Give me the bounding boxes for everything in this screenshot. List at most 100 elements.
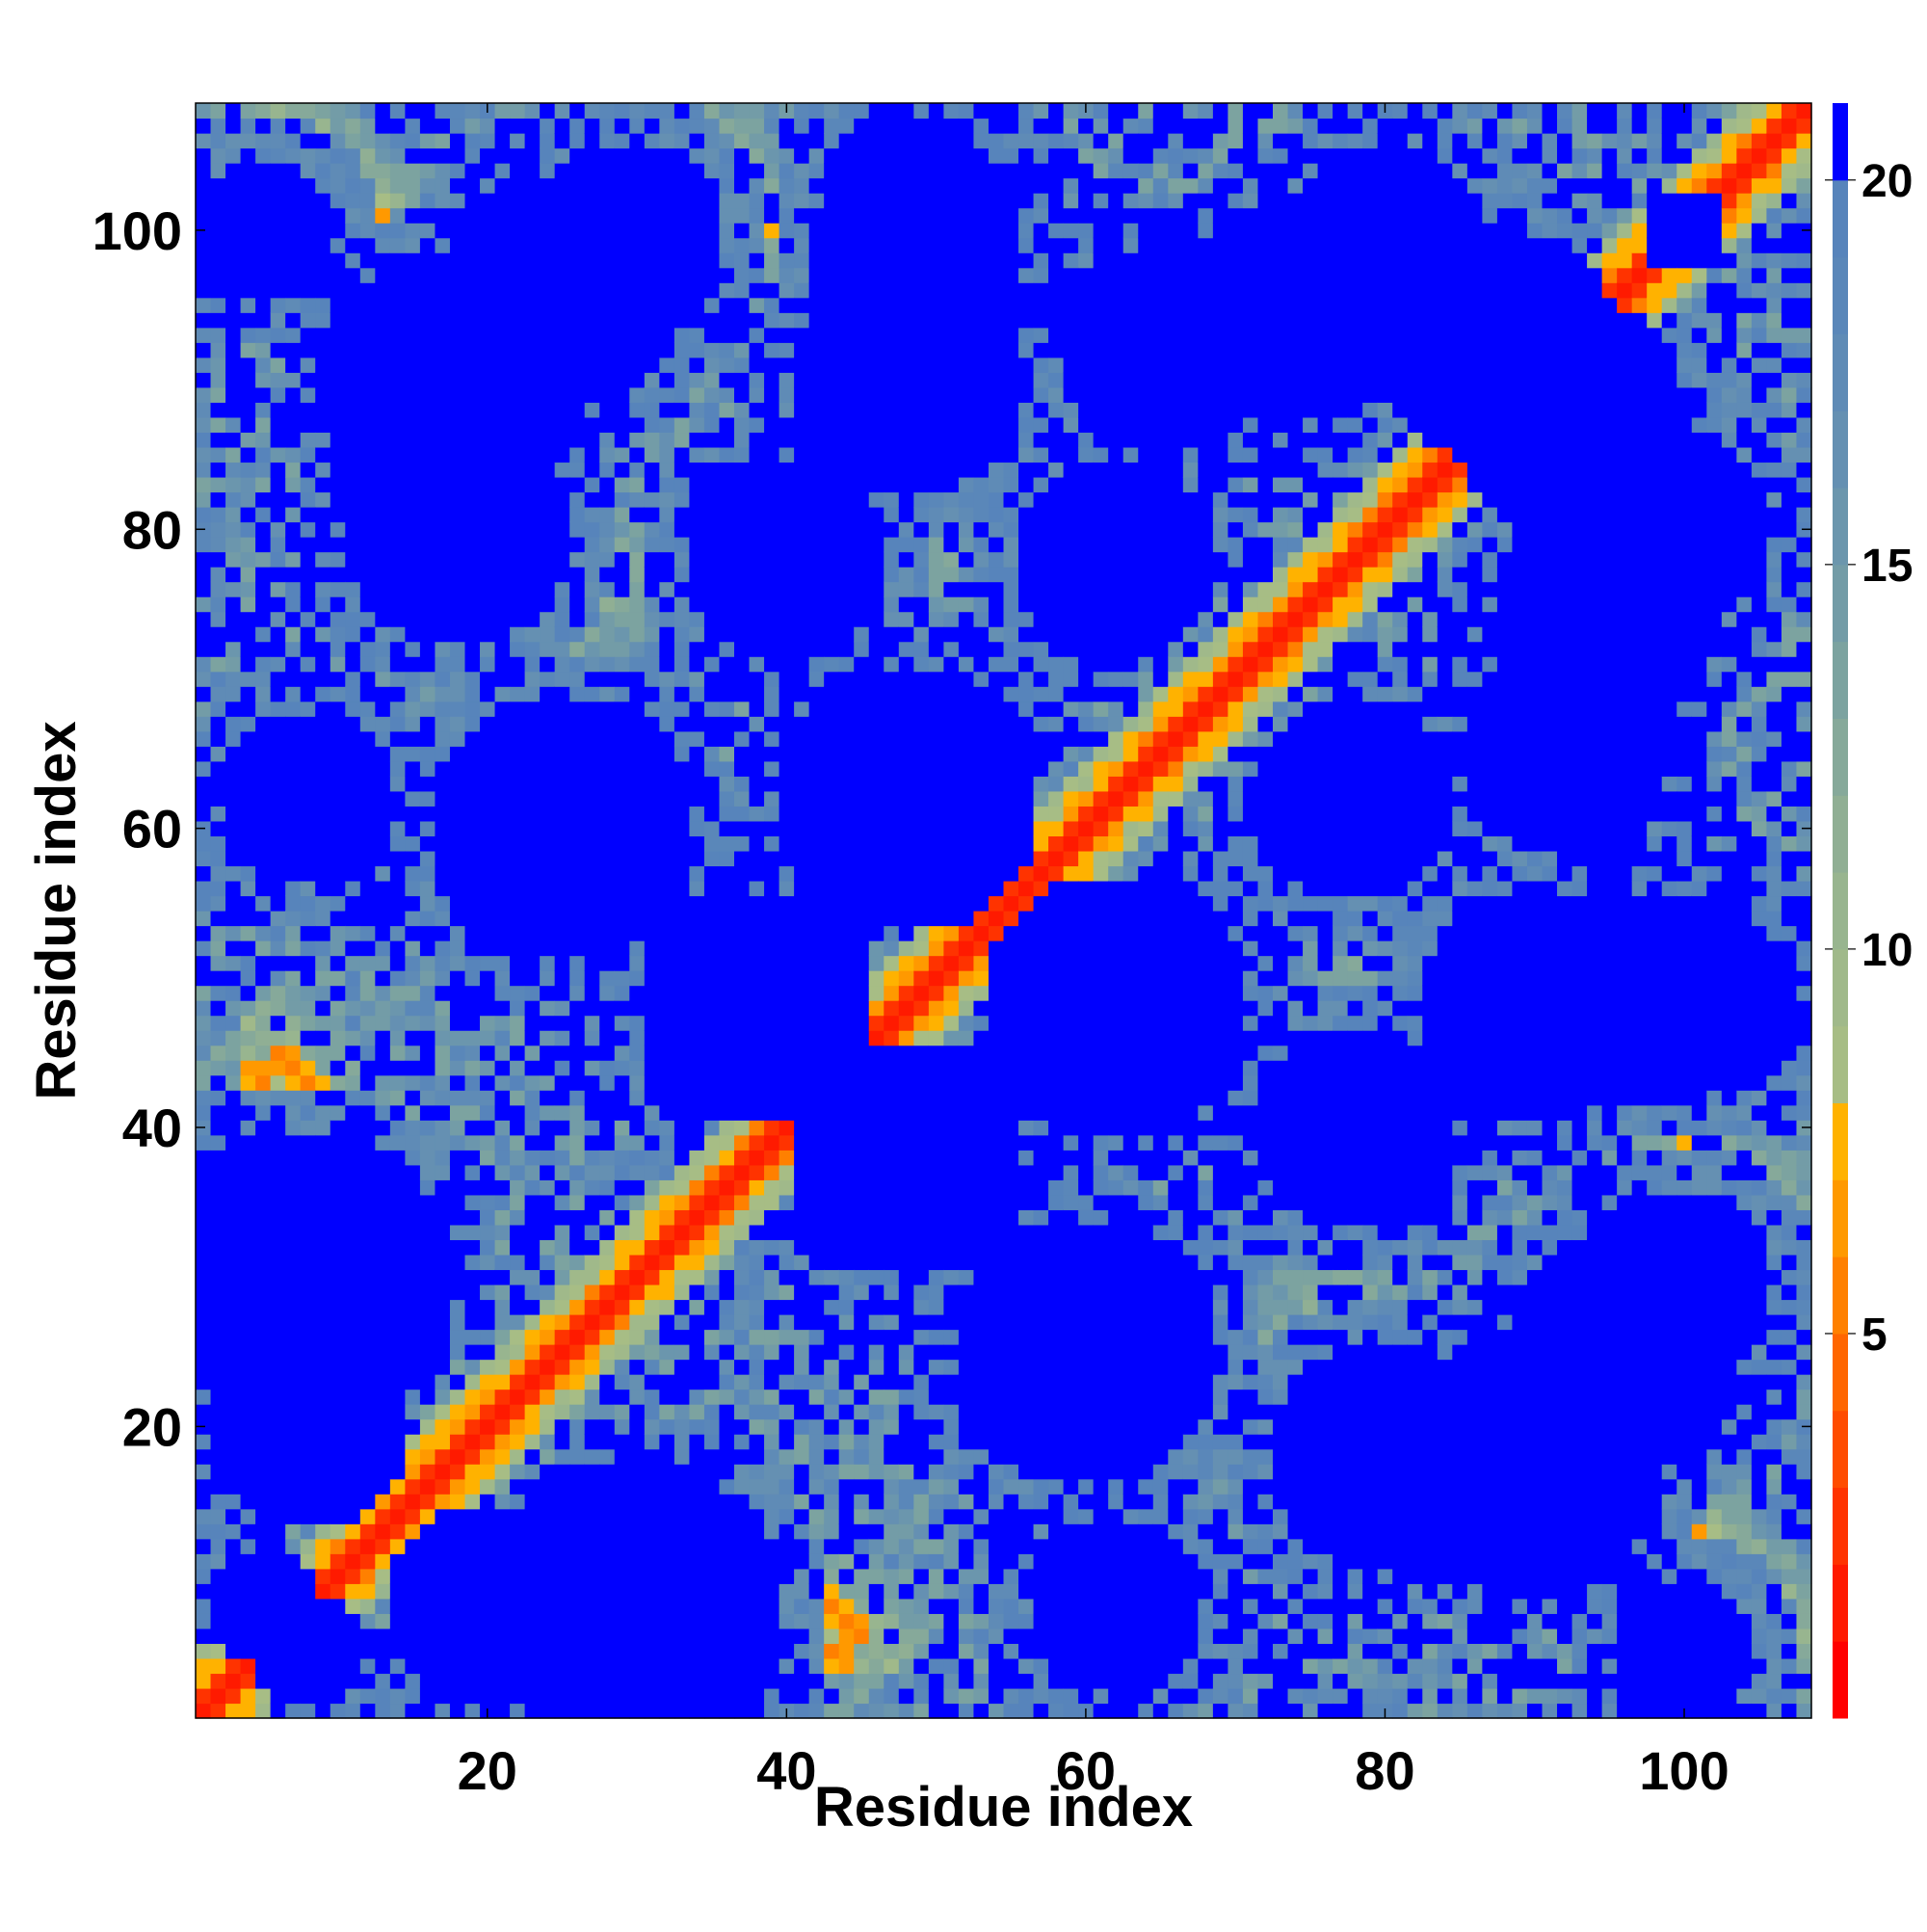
heatmap-cell xyxy=(405,1464,421,1480)
heatmap-cell xyxy=(794,850,810,867)
heatmap-cell xyxy=(494,1374,511,1390)
heatmap-cell xyxy=(480,1120,496,1136)
heatmap-cell xyxy=(629,537,646,553)
heatmap-cell xyxy=(764,1464,780,1480)
heatmap-cell xyxy=(449,357,466,373)
heatmap-cell xyxy=(210,1015,226,1031)
heatmap-cell xyxy=(734,1643,751,1659)
heatmap-cell xyxy=(419,865,436,882)
heatmap-cell xyxy=(569,760,586,777)
heatmap-cell xyxy=(435,1598,451,1614)
heatmap-cell xyxy=(824,1404,840,1420)
heatmap-cell xyxy=(584,1150,600,1166)
heatmap-cell xyxy=(794,1418,810,1435)
heatmap-cell xyxy=(868,521,884,538)
heatmap-cell xyxy=(719,1553,735,1570)
heatmap-cell xyxy=(330,223,346,239)
heatmap-cell xyxy=(524,147,541,164)
heatmap-cell xyxy=(419,1239,436,1256)
heatmap-cell xyxy=(524,626,541,643)
heatmap-cell xyxy=(614,237,630,253)
heatmap-cell xyxy=(435,432,451,448)
heatmap-cell xyxy=(435,1254,451,1271)
heatmap-cell xyxy=(225,1224,242,1241)
heatmap-cell xyxy=(569,223,586,239)
heatmap-cell xyxy=(419,1090,436,1106)
heatmap-cell xyxy=(330,193,346,209)
heatmap-cell xyxy=(719,820,735,837)
heatmap-cell xyxy=(868,1508,884,1524)
heatmap-cell xyxy=(225,1194,242,1210)
heatmap-cell xyxy=(359,1404,376,1420)
heatmap-cell xyxy=(808,1074,825,1091)
heatmap-cell xyxy=(359,1374,376,1390)
heatmap-cell xyxy=(359,1344,376,1361)
heatmap-cell xyxy=(703,432,721,448)
heatmap-cell xyxy=(419,596,436,613)
heatmap-cell xyxy=(240,342,256,358)
heatmap-cell xyxy=(270,656,286,673)
heatmap-cell xyxy=(255,1179,272,1196)
heatmap-cell xyxy=(659,327,675,343)
heatmap-cell xyxy=(794,163,810,179)
heatmap-cell xyxy=(689,1194,705,1210)
heatmap-cell xyxy=(749,103,765,119)
heatmap-cell xyxy=(554,1074,570,1091)
heatmap-cell xyxy=(510,372,526,388)
heatmap-cell xyxy=(614,1179,630,1196)
heatmap-cell xyxy=(196,626,212,643)
heatmap-cell xyxy=(449,940,466,957)
heatmap-cell xyxy=(240,850,256,867)
heatmap-cell xyxy=(464,895,481,912)
heatmap-cell xyxy=(359,327,376,343)
heatmap-cell xyxy=(554,567,570,583)
heatmap-cell xyxy=(599,581,616,597)
heatmap-cell xyxy=(824,746,840,762)
heatmap-cell xyxy=(734,940,751,957)
heatmap-cell xyxy=(584,1284,600,1301)
heatmap-cell xyxy=(719,1060,735,1076)
heatmap-cell xyxy=(359,806,376,822)
heatmap-cell xyxy=(524,357,541,373)
heatmap-cell xyxy=(285,416,302,434)
heatmap-cell xyxy=(629,1628,646,1645)
heatmap-cell xyxy=(389,1090,406,1106)
heatmap-cell xyxy=(659,1074,675,1091)
heatmap-cell xyxy=(599,1104,616,1121)
heatmap-cell xyxy=(255,1060,272,1076)
heatmap-cell xyxy=(225,1134,242,1151)
heatmap-cell xyxy=(540,835,556,852)
heatmap-cell xyxy=(510,790,526,807)
heatmap-cell xyxy=(480,193,496,209)
heatmap-cell xyxy=(359,1464,376,1480)
heatmap-cell xyxy=(703,626,721,643)
heatmap-cell xyxy=(345,1224,361,1241)
heatmap-cell xyxy=(196,327,212,343)
heatmap-cell xyxy=(779,1404,795,1420)
heatmap-cell xyxy=(464,1448,481,1465)
heatmap-cell xyxy=(255,835,272,852)
heatmap-cell xyxy=(389,1194,406,1210)
heatmap-cell xyxy=(225,1464,242,1480)
heatmap-cell xyxy=(405,252,421,269)
heatmap-cell xyxy=(808,925,825,941)
heatmap-cell xyxy=(510,760,526,777)
heatmap-cell xyxy=(629,207,646,224)
heatmap-cell xyxy=(464,1687,481,1705)
heatmap-cell xyxy=(599,402,616,418)
heatmap-cell xyxy=(405,1553,421,1570)
heatmap-cell xyxy=(464,402,481,418)
heatmap-cell xyxy=(584,416,600,434)
heatmap-cell xyxy=(270,1194,286,1210)
heatmap-cell xyxy=(494,521,511,538)
heatmap-cell xyxy=(644,716,660,732)
heatmap-cell xyxy=(359,865,376,882)
heatmap-cell xyxy=(375,1224,391,1241)
heatmap-cell xyxy=(315,133,331,149)
heatmap-cell xyxy=(599,118,616,134)
heatmap-cell xyxy=(285,1583,302,1600)
heatmap-cell xyxy=(749,1523,765,1540)
heatmap-cell xyxy=(270,1657,286,1675)
heatmap-cell xyxy=(673,1494,691,1510)
heatmap-cell xyxy=(240,925,256,941)
